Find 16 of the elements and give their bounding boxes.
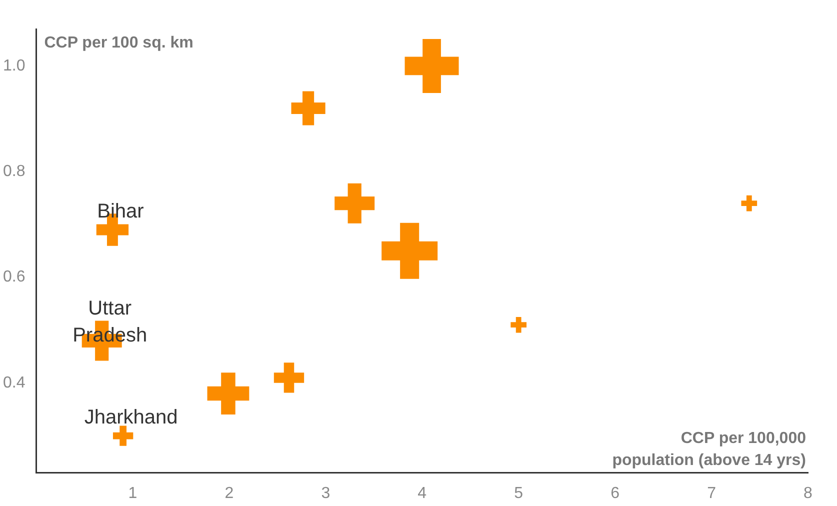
y-axis-title: CCP per 100 sq. km: [44, 34, 194, 52]
x-tick-label: 4: [418, 484, 427, 502]
y-tick-label: 0.4: [2, 374, 26, 392]
y-tick-label: 0.6: [2, 268, 26, 286]
x-tick-label: 5: [514, 484, 524, 502]
x-tick-label: 3: [321, 484, 330, 502]
y-tick-label: 1.0: [2, 57, 26, 74]
x-tick-label: 1: [128, 484, 138, 502]
x-tick-label: 6: [610, 484, 620, 502]
x-axis-title: CCP per 100,000 population (above 14 yrs): [612, 430, 806, 469]
y-tick-label: 0.8: [2, 163, 26, 180]
x-tick-label: 8: [804, 484, 813, 502]
x-tick-label: 2: [224, 484, 234, 502]
annotation: Jharkhand: [84, 406, 178, 428]
x-tick-label: 7: [707, 484, 716, 502]
annotation: Bihar: [97, 200, 144, 222]
